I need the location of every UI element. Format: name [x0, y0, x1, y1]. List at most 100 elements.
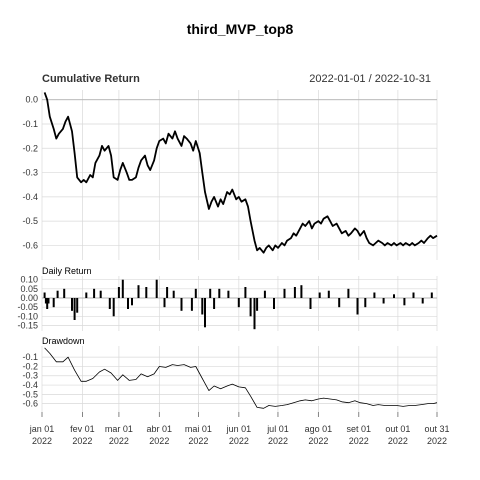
x-tick-year-label: 2022 [349, 436, 369, 446]
daily-return-bar [421, 298, 424, 304]
x-tick-label: jan 01 [29, 424, 55, 434]
x-axis: jan 01 2022 fev 01 2022 mar 01 2022 abr 01 2022… [29, 412, 450, 446]
y-tick-label: -0.1 [22, 119, 38, 129]
daily-return-bar [213, 298, 216, 309]
x-tick-label: mai 01 [185, 424, 212, 434]
daily-return-bar [71, 298, 73, 311]
daily-return-bar [256, 298, 259, 311]
x-tick-label: jun 01 [226, 424, 252, 434]
daily-return-bar [273, 298, 275, 309]
x-tick-year-label: 2022 [229, 436, 249, 446]
daily-return-bar [76, 298, 79, 313]
daily-return-bar [393, 294, 395, 298]
daily-return-bar [63, 288, 66, 298]
figure-title: third_MVP_top8 [187, 21, 294, 37]
daily-return-bar [373, 292, 376, 298]
x-tick-year-label: 2022 [149, 436, 169, 446]
y-tick-label: -0.3 [22, 371, 38, 381]
y-tick-label: -0.1 [22, 352, 38, 362]
daily-return-bar [155, 279, 158, 298]
daily-return-bar [145, 287, 148, 298]
daily-return-bar [85, 292, 88, 298]
daily-return-bar [131, 298, 133, 306]
daily-return-bar [44, 298, 47, 304]
daily-return-bar [253, 298, 256, 330]
x-tick-year-label: 2022 [109, 436, 129, 446]
y-tick-label: 0.05 [20, 284, 38, 294]
daily-return-bar [204, 298, 206, 328]
x-tick-label: abr 01 [147, 424, 173, 434]
x-tick-year-label: 2022 [188, 436, 208, 446]
y-tick-label: -0.6 [22, 240, 38, 250]
daily-return-bar [190, 298, 193, 311]
x-tick-label: set 01 [347, 424, 372, 434]
daily-return-bar [56, 290, 59, 298]
daily-return-bar [108, 298, 111, 309]
daily-return-bar [338, 298, 341, 308]
x-tick-label: fev 01 [70, 424, 95, 434]
y-tick-label: 0.0 [25, 95, 38, 105]
daily-return-bar [237, 298, 240, 308]
daily-return-bar [201, 298, 204, 315]
drawdown-panel-title: Drawdown [42, 336, 85, 346]
y-tick-label: -0.2 [22, 143, 38, 153]
x-tick-year-label: 2022 [32, 436, 52, 446]
y-tick-label: -0.10 [17, 311, 38, 321]
x-tick-label: ago 01 [305, 424, 333, 434]
daily-return-bar [403, 298, 406, 306]
y-tick-label: 0.10 [20, 275, 38, 285]
daily-return-bar [127, 298, 129, 309]
y-tick-label: -0.4 [22, 380, 38, 390]
daily-return-bar [47, 298, 50, 304]
daily-return-bar [327, 290, 330, 298]
daily-return-bar [180, 298, 183, 311]
x-tick-label: mar 01 [105, 424, 133, 434]
daily-return-bar [43, 292, 46, 298]
daily-return-panel: 0.100.050.00-0.05-0.10-0.15 [17, 275, 438, 331]
daily-return-panel-title: Daily Return [42, 266, 92, 276]
daily-return-bar [318, 292, 321, 298]
daily-return-bar [73, 298, 76, 320]
y-tick-label: 0.00 [20, 293, 38, 303]
daily-return-bar [382, 298, 385, 304]
y-tick-label: -0.5 [22, 216, 38, 226]
daily-return-bar [137, 285, 140, 298]
x-tick-year-label: 2022 [268, 436, 288, 446]
daily-return-bar [283, 288, 286, 298]
daily-return-bar [52, 298, 55, 308]
daily-return-bar [309, 298, 312, 309]
cumulative-panel-title: Cumulative Return [42, 73, 140, 85]
daily-return-bar [209, 288, 212, 298]
y-tick-label: -0.05 [17, 302, 38, 312]
x-tick-year-label: 2022 [308, 436, 328, 446]
daily-return-bar [218, 288, 221, 298]
drawdown-line [44, 347, 438, 409]
y-tick-label: -0.4 [22, 192, 38, 202]
x-tick-year-label: 2022 [388, 436, 408, 446]
daily-return-bar [364, 298, 367, 308]
drawdown-panel: -0.1-0.2-0.3-0.4-0.5-0.6 [22, 346, 438, 412]
daily-return-bar [93, 288, 96, 298]
y-tick-label: -0.3 [22, 168, 38, 178]
x-tick-label: out 31 [424, 424, 449, 434]
daily-return-bar [117, 287, 120, 298]
daily-return-bar [263, 290, 266, 298]
daily-return-bar [46, 298, 49, 309]
y-tick-label: -0.6 [22, 399, 38, 409]
daily-return-bar [430, 292, 433, 298]
cumulative-return-line [43, 92, 438, 254]
daily-return-bar [412, 292, 415, 298]
daily-return-bar [293, 287, 296, 298]
daily-return-bar [227, 290, 230, 298]
x-tick-year-label: 2022 [72, 436, 92, 446]
daily-return-bar [112, 298, 115, 317]
y-tick-label: -0.5 [22, 389, 38, 399]
x-tick-label: out 01 [385, 424, 410, 434]
daily-return-bar [300, 285, 303, 298]
date-range-label: 2022-01-01 / 2022-10-31 [309, 73, 431, 85]
daily-return-bar [172, 290, 175, 298]
daily-return-bar [163, 298, 166, 308]
y-tick-label: -0.2 [22, 361, 38, 371]
daily-return-bar [194, 288, 197, 298]
